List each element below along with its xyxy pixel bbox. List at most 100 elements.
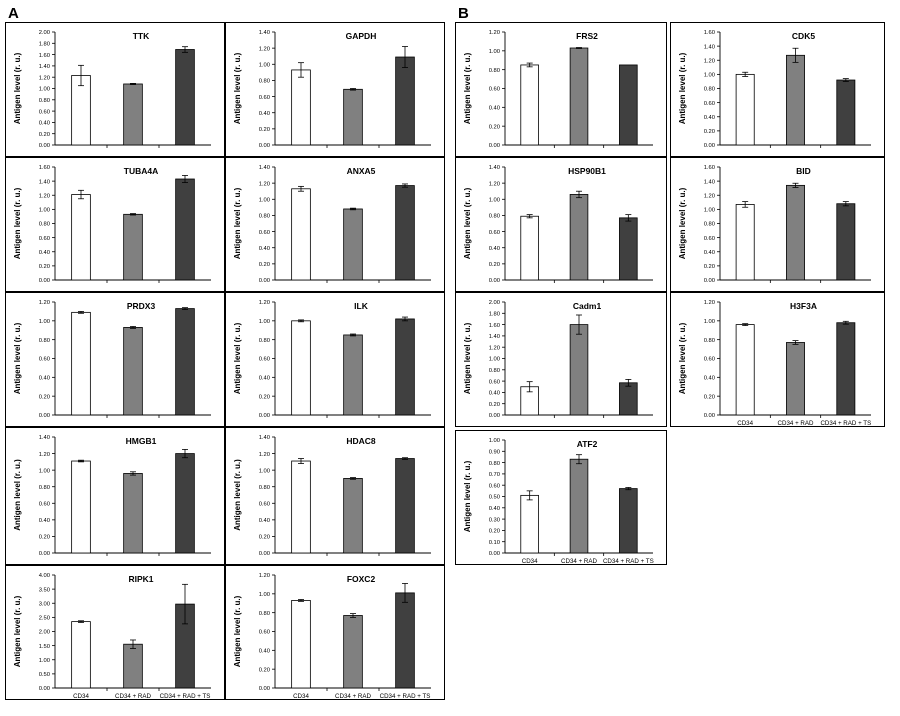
x-category-label: CD34 + RAD + TS <box>380 693 431 700</box>
y-tick-label: 1.20 <box>704 193 715 199</box>
y-tick-label: 1.20 <box>489 30 500 36</box>
y-tick-label: 0.20 <box>259 127 270 133</box>
y-tick-label: 0.60 <box>489 230 500 236</box>
x-category-label: CD34 + RAD + TS <box>160 693 211 700</box>
y-tick-label: 0.00 <box>489 143 500 149</box>
chart-title: FRS2 <box>576 31 598 41</box>
y-tick-label: 1.00 <box>259 592 270 598</box>
y-tick-label: 1.80 <box>39 42 50 48</box>
y-tick-label: 0.40 <box>704 115 715 121</box>
y-tick-label: 0.60 <box>259 501 270 507</box>
y-axis-label: Antigen level (r. u.) <box>678 322 687 394</box>
y-tick-label: 1.20 <box>704 300 715 306</box>
chart-anxa5: ANXA5 Antigen level (r. u.) 0.00 0.20 0.40 0.… <box>233 165 431 284</box>
y-tick-label: 0.20 <box>39 394 50 400</box>
chart-title: HDAC8 <box>346 436 376 446</box>
y-axis-label: Antigen level (r. u.) <box>463 187 472 259</box>
y-tick-label: 0.80 <box>39 98 50 104</box>
y-tick-label: 0.00 <box>39 551 50 557</box>
bar-3 <box>395 185 415 281</box>
y-tick-label: 1.20 <box>259 300 270 306</box>
y-tick-label: 0.40 <box>39 518 50 524</box>
y-tick-label: 0.80 <box>489 68 500 74</box>
chart-title: BID <box>796 166 811 176</box>
y-axis-label: Antigen level (r. u.) <box>13 459 22 531</box>
y-tick-label: 1.20 <box>39 452 50 458</box>
x-category-label: CD34 <box>293 693 309 700</box>
y-axis-label: Antigen level (r. u.) <box>463 460 472 532</box>
bar-2 <box>786 342 805 416</box>
y-tick-label: 1.00 <box>259 468 270 474</box>
bar-3 <box>619 64 638 146</box>
y-tick-label: 0.20 <box>704 129 715 135</box>
y-tick-label: 0.60 <box>489 483 500 489</box>
y-axis-label: Antigen level (r. u.) <box>463 52 472 124</box>
y-tick-label: 1.40 <box>39 435 50 441</box>
bar-3 <box>836 203 856 281</box>
y-tick-label: 0.00 <box>259 143 270 149</box>
y-tick-label: 0.80 <box>489 461 500 467</box>
y-tick-label: 2.50 <box>39 616 50 622</box>
y-axis-label: Antigen level (r. u.) <box>13 187 22 259</box>
chart-title: FOXC2 <box>347 574 376 584</box>
y-tick-label: 1.00 <box>489 197 500 203</box>
x-category-label: CD34 + RAD + TS <box>820 420 871 427</box>
y-tick-label: 1.00 <box>259 197 270 203</box>
bar-2 <box>569 194 589 281</box>
y-tick-label: 0.40 <box>489 391 500 397</box>
y-tick-label: 0.30 <box>489 517 500 523</box>
y-tick-label: 0.20 <box>39 132 50 138</box>
chart-tuba4a: TUBA4A Antigen level (r. u.) 0.00 0.20 0.40 0… <box>13 165 211 284</box>
y-tick-label: 0.40 <box>704 376 715 382</box>
y-tick-label: 0.20 <box>489 262 500 268</box>
chart-title: H3F3A <box>790 301 817 311</box>
y-tick-label: 0.20 <box>39 535 50 541</box>
y-tick-label: 0.00 <box>259 413 270 419</box>
y-tick-label: 0.20 <box>259 667 270 673</box>
y-tick-label: 1.40 <box>704 179 715 185</box>
y-tick-label: 1.20 <box>39 75 50 81</box>
chart-prdx3: PRDX3 Antigen level (r. u.) 0.00 0.20 0.40 0.… <box>13 300 211 419</box>
chart-title: ILK <box>354 301 369 311</box>
chart-title: ATF2 <box>577 439 598 449</box>
y-tick-label: 1.00 <box>489 49 500 55</box>
y-tick-label: 0.20 <box>704 394 715 400</box>
bar-3 <box>395 592 415 689</box>
y-tick-label: 0.20 <box>259 394 270 400</box>
bar-3 <box>175 453 195 554</box>
bar-3 <box>619 217 638 281</box>
y-tick-label: 1.00 <box>704 208 715 214</box>
bar-1 <box>520 215 539 281</box>
y-tick-label: 1.80 <box>489 312 500 318</box>
y-tick-label: 3.50 <box>39 587 50 593</box>
y-tick-label: 0.00 <box>704 143 715 149</box>
y-axis-label: Antigen level (r. u.) <box>13 595 22 667</box>
y-tick-label: 1.60 <box>704 30 715 36</box>
y-tick-label: 1.40 <box>489 165 500 171</box>
y-tick-label: 0.60 <box>704 357 715 363</box>
y-tick-label: 0.90 <box>489 450 500 456</box>
y-tick-label: 1.20 <box>39 300 50 306</box>
bar-1 <box>291 460 311 554</box>
y-tick-label: 0.40 <box>39 121 50 127</box>
chart-cadm1: Cadm1 Antigen level (r. u.) 0.00 0.20 0.40 0.… <box>463 300 653 419</box>
y-axis-label: Antigen level (r. u.) <box>678 187 687 259</box>
y-tick-label: 0.00 <box>39 686 50 692</box>
chart-hsp90b1: HSP90B1 Antigen level (r. u.) 0.00 0.20 0.40… <box>463 165 653 284</box>
y-tick-label: 0.80 <box>39 485 50 491</box>
chart-frs2: FRS2 Antigen level (r. u.) 0.00 0.20 0.40 0.6… <box>463 30 653 149</box>
y-tick-label: 0.80 <box>704 87 715 93</box>
y-tick-label: 1.00 <box>489 357 500 363</box>
y-tick-label: 0.20 <box>489 402 500 408</box>
chart-foxc2: FOXC2 Antigen level (r. u.) 0.00 0.20 0.40 0.… <box>233 573 431 700</box>
y-axis-label: Antigen level (r. u.) <box>233 52 242 124</box>
chart-title: HSP90B1 <box>568 166 606 176</box>
panel-letter-b: B <box>458 5 469 22</box>
bar-2 <box>569 458 589 554</box>
y-tick-label: 0.40 <box>704 250 715 256</box>
y-axis-label: Antigen level (r. u.) <box>233 187 242 259</box>
bar-2 <box>123 213 143 281</box>
y-tick-label: 0.00 <box>489 413 500 419</box>
y-tick-label: 0.00 <box>489 551 500 557</box>
y-tick-label: 1.00 <box>39 658 50 664</box>
